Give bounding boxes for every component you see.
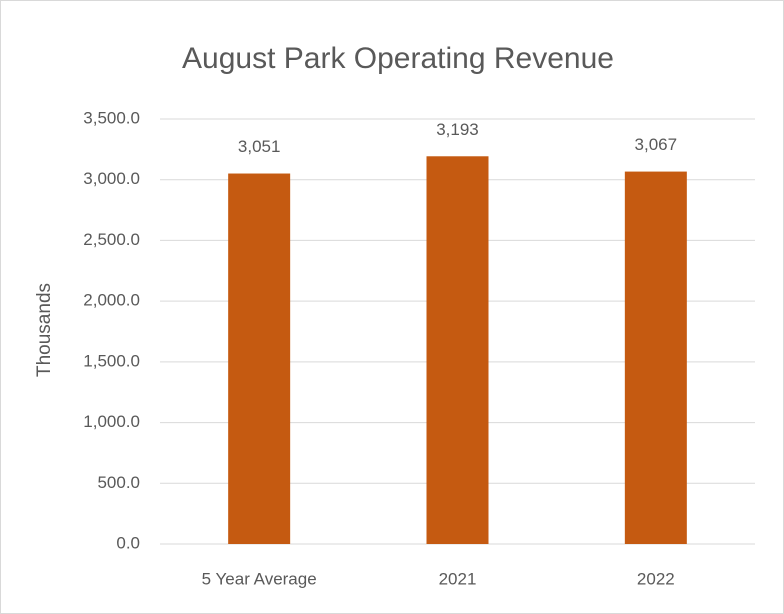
bar xyxy=(624,171,687,545)
bar xyxy=(228,173,291,544)
y-tick-label: 1,500.0 xyxy=(83,351,140,370)
y-axis-label: Thousands xyxy=(34,283,55,377)
y-tick-label: 3,500.0 xyxy=(83,108,140,127)
y-tick-label: 0.0 xyxy=(116,533,140,552)
y-tick-label: 2,000.0 xyxy=(83,291,140,310)
x-tick-label: 2022 xyxy=(637,569,675,588)
x-tick-label: 5 Year Average xyxy=(202,569,317,588)
bar xyxy=(426,156,489,544)
data-label: 3,051 xyxy=(238,137,281,156)
data-label: 3,067 xyxy=(635,135,678,154)
y-tick-label: 3,000.0 xyxy=(83,169,140,188)
y-tick-label: 1,000.0 xyxy=(83,412,140,431)
y-tick-label: 2,500.0 xyxy=(83,230,140,249)
chart-title: August Park Operating Revenue xyxy=(182,42,614,75)
data-label: 3,193 xyxy=(436,120,479,139)
y-tick-label: 500.0 xyxy=(97,473,140,492)
x-tick-label: 2021 xyxy=(439,569,477,588)
